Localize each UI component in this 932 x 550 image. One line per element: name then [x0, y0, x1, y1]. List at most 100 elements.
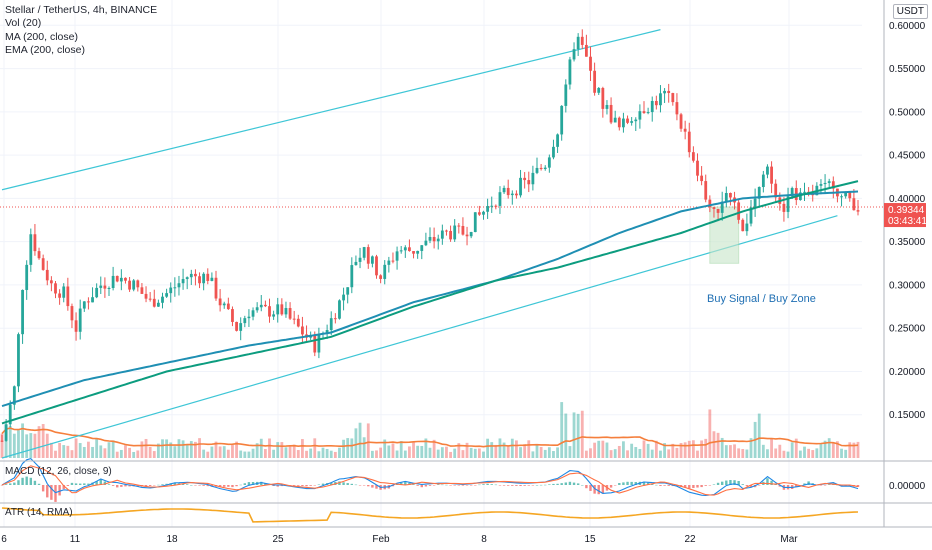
- candle-body: [214, 277, 218, 299]
- volume-bar: [523, 444, 527, 458]
- macd-histogram-bar: [412, 484, 415, 485]
- candle-body: [679, 114, 683, 129]
- volume-bar: [733, 444, 736, 458]
- candle-body: [659, 93, 662, 106]
- macd-histogram-bar: [655, 484, 658, 486]
- candle-body: [366, 247, 370, 264]
- candle-body: [325, 330, 329, 334]
- macd-histogram-bar: [461, 485, 465, 486]
- candle-body: [729, 193, 732, 198]
- volume-bar: [807, 448, 811, 458]
- candle-body: [33, 234, 37, 252]
- volume-bar: [498, 438, 502, 458]
- macd-histogram-bar: [235, 485, 238, 487]
- volume-bar: [247, 451, 251, 458]
- macd-histogram-bar: [844, 485, 847, 487]
- candle-body: [572, 49, 576, 60]
- macd-histogram-bar: [449, 485, 452, 486]
- candle-body: [259, 304, 263, 308]
- candle-body: [103, 285, 107, 289]
- macd-histogram-bar: [498, 485, 502, 486]
- candle-body: [358, 257, 362, 262]
- macd-histogram-bar: [720, 481, 724, 485]
- candle-body: [486, 206, 490, 212]
- candle-body: [194, 273, 197, 277]
- macd-histogram-bar: [609, 485, 613, 488]
- candle-body: [136, 280, 140, 288]
- volume-bar: [473, 448, 477, 458]
- candle-body: [251, 310, 255, 317]
- volume-bar: [778, 444, 782, 458]
- macd-histogram-bar: [25, 476, 28, 485]
- macd-histogram-bar: [66, 485, 70, 486]
- candle-body: [515, 193, 518, 196]
- candle-body: [667, 90, 671, 94]
- volume-bar: [502, 442, 506, 458]
- candle-body: [231, 309, 234, 322]
- macd-histogram-bar: [630, 481, 633, 485]
- candle-body: [440, 230, 444, 239]
- indicator-ma[interactable]: MA (200, close): [5, 30, 78, 43]
- x-tick-label: Feb: [372, 534, 390, 545]
- volume-bar: [202, 449, 206, 458]
- macd-histogram-bar: [83, 483, 86, 485]
- volume-bar: [272, 449, 276, 458]
- candle-body: [519, 177, 522, 196]
- candle-body: [564, 84, 568, 106]
- macd-histogram-bar: [486, 483, 489, 485]
- volume-bar: [251, 448, 255, 458]
- macd-histogram-bar: [441, 484, 444, 486]
- macd-histogram-bar: [675, 485, 679, 487]
- atr-label[interactable]: ATR (14, RMA): [5, 507, 73, 518]
- volume-bar: [786, 451, 790, 458]
- candle-body: [482, 211, 485, 215]
- volume-bar: [465, 442, 469, 458]
- macd-histogram-bar: [321, 483, 325, 485]
- candle-body: [395, 251, 399, 261]
- macd-histogram-bar: [111, 485, 115, 486]
- currency-button[interactable]: USDT: [892, 4, 928, 19]
- candle-body: [766, 166, 769, 175]
- candle-body: [852, 198, 856, 211]
- candle-body: [543, 167, 547, 170]
- macd-histogram-bar: [556, 483, 559, 485]
- candle-body: [428, 237, 432, 241]
- candle-body: [403, 247, 407, 251]
- candle-body: [0, 440, 4, 442]
- candle-body: [786, 196, 790, 212]
- macd-histogram-bar: [758, 485, 761, 486]
- volume-bar: [535, 445, 539, 458]
- candle-body: [589, 56, 592, 71]
- volume-bar: [189, 441, 193, 458]
- candle-body: [498, 192, 502, 206]
- volume-bar: [276, 442, 280, 458]
- volume-bar: [560, 402, 564, 458]
- candle-body: [226, 303, 230, 310]
- volume-bar: [177, 439, 181, 458]
- volume-bar: [597, 440, 601, 458]
- macd-histogram-bar: [585, 485, 588, 489]
- candle-body: [82, 301, 86, 309]
- macd-histogram-bar: [589, 485, 592, 491]
- macd-label[interactable]: MACD (12, 26, close, 9): [5, 466, 112, 477]
- macd-histogram-bar: [239, 484, 242, 486]
- indicator-ema[interactable]: EMA (200, close): [5, 43, 85, 56]
- macd-histogram-bar: [535, 485, 539, 486]
- volume-bar: [761, 444, 765, 458]
- macd-histogram-bar: [78, 483, 82, 485]
- symbol-title[interactable]: Stellar / TetherUS, 4h, BINANCE: [5, 4, 158, 16]
- candle-body: [107, 288, 111, 290]
- candle-body: [737, 202, 741, 220]
- volume-bar: [128, 447, 131, 458]
- macd-histogram-bar: [103, 481, 107, 485]
- macd-histogram-bar: [313, 485, 316, 486]
- candle-body: [436, 238, 440, 242]
- indicator-volume[interactable]: Vol (20): [5, 17, 42, 30]
- candle-body: [165, 293, 169, 297]
- volume-bar: [515, 440, 518, 458]
- candle-body: [276, 304, 280, 315]
- volume-bar: [309, 448, 313, 458]
- candle-body: [124, 277, 127, 281]
- candle-body: [593, 70, 597, 93]
